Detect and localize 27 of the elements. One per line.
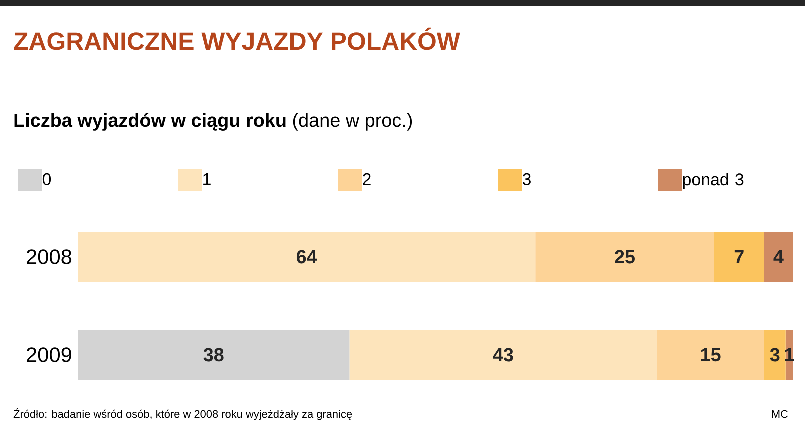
bar [714,232,764,282]
bar [78,330,350,380]
text: Źródło: badanie wśród osób, które w 2008 roku wyjeżdżały za granicę [14,408,352,420]
data-label: 4 [774,250,784,264]
legend-label: 2 [363,173,371,186]
legend-label: 0 [42,173,52,186]
legend-label: 1 [204,174,211,186]
legend-label: 3 [522,173,531,186]
bar [78,232,536,282]
data-label: 43 [493,348,514,362]
data-label: 38 [204,348,224,362]
data-label: 25 [615,250,635,264]
chart-subtitle: Liczba wyjazdów w ciągu roku (dane w proc.) [14,113,412,132]
y-tick-label: 2008 [26,250,72,264]
bar [764,330,786,380]
bar [657,330,764,380]
legend-label: ponad 3 [683,173,744,189]
data-label: 15 [701,348,721,362]
bar [764,232,794,282]
bar [350,330,658,380]
y-tick-label: 2009 [26,348,72,362]
bar [536,232,714,282]
data-label: 64 [296,250,318,264]
data-label: 3 [770,348,780,362]
text: MC [772,410,788,418]
chart-title: ZAGRANICZNE WYJAZDY POLAKÓW [14,28,460,50]
data-label: 7 [734,250,744,264]
